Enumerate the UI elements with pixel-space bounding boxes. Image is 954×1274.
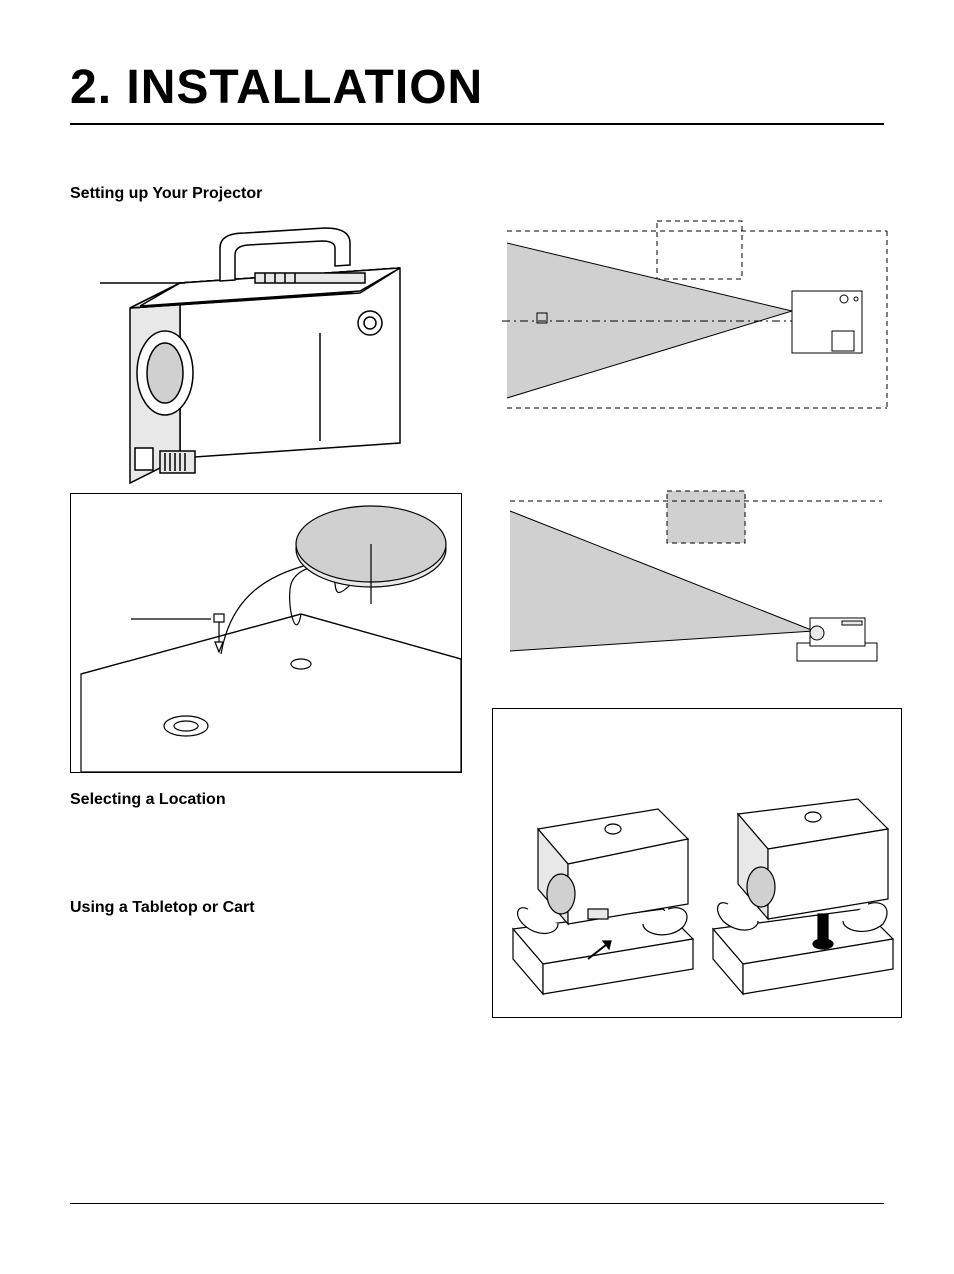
column-left: Selecting a Location Using a Tabletop or… (70, 213, 462, 1018)
lens-cap-illustration (71, 494, 461, 772)
title-rule (70, 123, 884, 125)
column-right (492, 213, 902, 1018)
lens-cap-illustration-box (70, 493, 462, 773)
bottom-rule (70, 1203, 884, 1204)
foot-adjust-illustration (493, 709, 901, 1017)
heading-setting-up: Setting up Your Projector (70, 185, 884, 203)
projector-side-illustration (70, 213, 430, 493)
foot-adjust-illustration-box (492, 708, 902, 1018)
content-grid: Selecting a Location Using a Tabletop or… (70, 213, 884, 1018)
page-title: 2. INSTALLATION (70, 60, 884, 115)
beam-diagram-top (492, 213, 892, 423)
heading-selecting-location: Selecting a Location (70, 791, 462, 809)
heading-using-tabletop: Using a Tabletop or Cart (70, 899, 462, 917)
beam-diagram-bottom (492, 483, 892, 673)
